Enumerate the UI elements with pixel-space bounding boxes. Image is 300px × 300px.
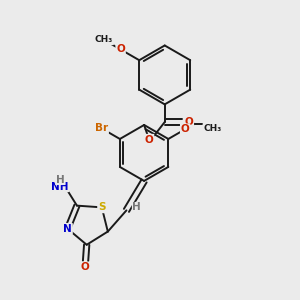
Text: CH₃: CH₃ [95, 35, 113, 44]
Text: Br: Br [95, 123, 108, 134]
Text: O: O [116, 44, 125, 54]
Text: NH: NH [51, 182, 69, 192]
Text: CH₃: CH₃ [203, 124, 222, 133]
Text: H: H [56, 175, 64, 184]
Text: N: N [63, 224, 72, 234]
Text: S: S [98, 202, 106, 212]
Text: O: O [145, 135, 154, 145]
Text: O: O [81, 262, 89, 272]
Text: H: H [132, 202, 141, 212]
Text: O: O [184, 117, 193, 127]
Text: O: O [181, 124, 190, 134]
